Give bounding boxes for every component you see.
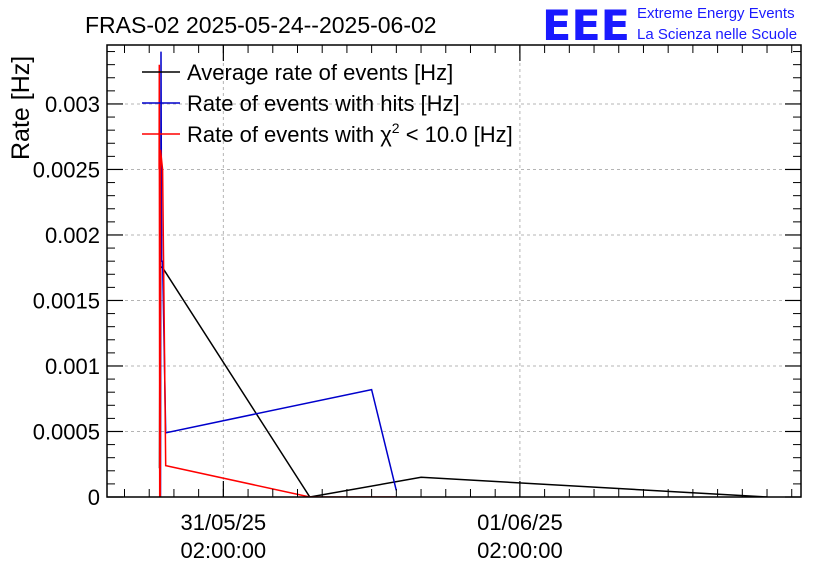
series-chi2-rate [158,64,397,497]
series-layer [158,51,768,497]
logo-line1: Extreme Energy Events [637,5,795,22]
legend: Average rate of events [Hz] Rate of even… [142,60,513,147]
x-tick-label-time: 02:00:00 [181,538,267,563]
eee-logo: EEE Extreme Energy Events La Scienza nel… [542,1,797,50]
x-tick-label-time: 02:00:00 [477,538,563,563]
y-tick-label: 0.001 [45,354,100,379]
y-tick-label: 0.0015 [33,288,100,313]
plot-frame [106,44,802,498]
logo-line2: La Scienza nelle Scuole [637,26,797,43]
y-tick-label: 0.0005 [33,419,100,444]
legend-chi2-prefix: Rate of events with [187,122,380,147]
y-tick-label: 0.0025 [33,157,100,182]
legend-chi2-suffix: < 10.0 [Hz] [400,122,513,147]
x-tick-label-date: 31/05/25 [181,510,267,535]
chart-title: FRAS-02 2025-05-24--2025-06-02 [85,12,437,38]
legend-chi2-symbol: χ [380,122,392,147]
series-average-rate [158,265,768,497]
y-axis-label: Rate [Hz] [7,56,35,160]
legend-label-chi2: Rate of events with χ2 < 10.0 [Hz] [187,120,513,147]
tick-marks [107,45,801,498]
tick-labels: 0 0.0005 0.001 0.0015 0.002 0.0025 0.003 31/05/… [33,92,563,563]
legend-chi2-exponent: 2 [392,120,400,136]
y-tick-label: 0.003 [45,92,100,117]
grid-lines [107,45,801,497]
legend-label-average: Average rate of events [Hz] [187,60,453,85]
legend-label-hits: Rate of events with hits [Hz] [187,91,460,116]
logo-mark: EEE [542,1,630,50]
series-hits-rate [159,51,398,497]
y-tick-label: 0.002 [45,223,100,248]
x-tick-label-date: 01/06/25 [477,510,563,535]
y-tick-label: 0 [88,485,100,510]
